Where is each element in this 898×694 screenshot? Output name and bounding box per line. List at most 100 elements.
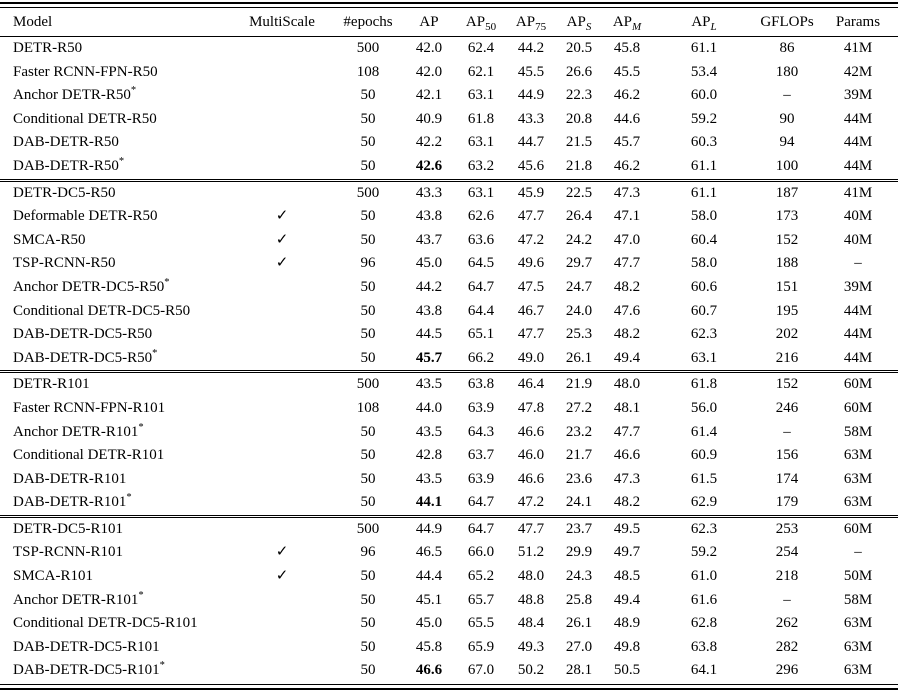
cell-ap75: 48.0 (517, 568, 545, 585)
cell-apm: 47.7 (613, 255, 641, 272)
cell-gflops: 216 (775, 349, 799, 366)
cell-model: DETR-DC5-R50 (0, 178, 230, 206)
cell-epochs: 50 (360, 157, 376, 174)
cell-multiscale (230, 468, 334, 492)
model-name: Anchor DETR-R101 (13, 591, 139, 608)
cell-gflops: 218 (775, 568, 799, 585)
cell-aps: 20.5 (565, 40, 593, 56)
cell-params: 63M (843, 470, 873, 487)
cell-aps: 20.8 (565, 110, 593, 127)
results-table: Model MultiScale #epochs AP AP50 AP75 APS APM AP… (0, 8, 898, 683)
cell-ap75: 43.3 (517, 110, 545, 127)
cell-ap75: 47.7 (506, 514, 556, 542)
table-row: TSP-RCNN-R50 ✓ 96 45.0 64.5 49.6 29.7 47.7 58.0 1… (0, 252, 898, 276)
table-header: Model MultiScale #epochs AP AP50 AP75 APS APM AP… (0, 8, 898, 37)
cell-aps: 21.8 (565, 157, 593, 174)
cell-gflops: 254 (775, 544, 799, 561)
cell-ap50: 62.4 (467, 40, 495, 56)
cell-ap50: 63.2 (467, 157, 495, 174)
table-row: DAB-DETR-DC5-R101 50 45.8 65.9 49.3 27.0 49.8 6… (0, 636, 898, 660)
cell-epochs: 50 (360, 470, 376, 487)
cell-gflops: 100 (775, 157, 799, 174)
cell-apm: 45.8 (613, 40, 641, 56)
cell-ap: 43.3 (402, 178, 456, 206)
column-header-params: Params (818, 8, 898, 37)
cell-ap: 42.0 (415, 63, 443, 80)
cell-params: 44M (843, 349, 873, 366)
cell-epochs: 50 (360, 662, 376, 679)
cell-ap: 44.2 (415, 278, 443, 295)
cell-epochs: 50 (360, 447, 376, 464)
cell-multiscale (230, 108, 334, 132)
table-section: DETR-R101 500 43.5 63.8 46.4 21.9 48.0 61.8 152 6… (0, 370, 898, 517)
model-name: SMCA-R50 (13, 231, 86, 248)
table-row: DETR-DC5-R101 500 44.9 64.7 47.7 23.7 49.5 62.3… (0, 514, 898, 542)
cell-ap75: 47.7 (517, 208, 545, 225)
cell-model: DAB-DETR-DC5-R50* (0, 347, 230, 372)
star-superscript: * (138, 421, 144, 433)
cell-epochs: 50 (360, 423, 376, 440)
star-superscript: * (130, 85, 137, 97)
table-row: DETR-R101 500 43.5 63.8 46.4 21.9 48.0 61.8 152 6… (0, 370, 898, 397)
cell-ap50: 64.4 (467, 302, 495, 319)
cell-params: 40M (843, 208, 873, 225)
cell-ap50: 63.9 (467, 470, 495, 487)
cell-ap50: 65.5 (467, 615, 495, 632)
model-name: Conditional DETR-DC5-R101 (13, 615, 198, 632)
cell-model: Anchor DETR-R101* (0, 421, 230, 445)
cell-ap: 43.8 (415, 208, 443, 225)
cell-ap50: 64.7 (467, 494, 495, 511)
cell-apl: 60.3 (690, 134, 718, 151)
table-top-rule (0, 2, 898, 8)
cell-epochs: 500 (334, 178, 402, 206)
cell-apm: 47.1 (613, 208, 641, 225)
cell-apl: 61.1 (690, 40, 718, 56)
cell-ap75: 47.5 (517, 278, 545, 295)
cell-model: TSP-RCNN-R50 (0, 252, 230, 276)
cell-apm: 46.2 (613, 87, 641, 104)
cell-apl: 61.1 (690, 157, 718, 174)
model-name: Anchor DETR-R101 (13, 423, 139, 440)
cell-params: 63M (843, 662, 873, 679)
cell-gflops: 151 (775, 278, 799, 295)
table-row: Anchor DETR-R101* 50 43.5 64.3 46.6 23.2 47.7 6… (0, 421, 898, 445)
cell-gflops: 90 (779, 110, 795, 127)
cell-ap50: 66.0 (467, 544, 495, 561)
cell-multiscale (230, 276, 334, 300)
table-section: DETR-DC5-R50 500 43.3 63.1 45.9 22.5 47.3 61.1 1… (0, 178, 898, 372)
cell-ap: 44.0 (415, 399, 443, 416)
cell-params: 63M (843, 615, 873, 632)
cell-epochs: 50 (360, 326, 376, 343)
cell-ap: 42.6 (415, 157, 443, 174)
cell-multiscale (230, 370, 334, 397)
cell-gflops: 180 (775, 63, 799, 80)
model-name: DETR-R101 (13, 376, 90, 393)
cell-model: Conditional DETR-DC5-R101 (0, 612, 230, 636)
cell-aps: 29.9 (565, 544, 593, 561)
checkmark-icon: ✓ (275, 568, 289, 585)
cell-model: DAB-DETR-DC5-R101* (0, 659, 230, 683)
cell-params: 44M (843, 302, 873, 319)
cell-apm: 49.5 (602, 514, 652, 542)
model-name: DAB-DETR-DC5-R50 (13, 349, 153, 366)
cell-aps: 24.3 (565, 568, 593, 585)
cell-apl: 53.4 (690, 63, 718, 80)
cell-multiscale (230, 659, 334, 683)
cell-ap50: 63.7 (467, 447, 495, 464)
cell-multiscale (230, 131, 334, 155)
cell-apm: 47.6 (613, 302, 641, 319)
cell-gflops: 173 (775, 208, 799, 225)
column-header-ap50: AP50 (456, 8, 506, 37)
cell-multiscale: ✓ (230, 541, 334, 565)
cell-gflops: 262 (775, 615, 799, 632)
table-row: Conditional DETR-R50 50 40.9 61.8 43.3 20.8 44… (0, 108, 898, 132)
checkmark-icon: ✓ (275, 231, 289, 248)
cell-ap50: 65.9 (467, 638, 495, 655)
cell-model: Faster RCNN-FPN-R101 (0, 397, 230, 421)
model-name: Anchor DETR-R50 (13, 87, 131, 104)
table-row: DETR-DC5-R50 500 43.3 63.1 45.9 22.5 47.3 61.1 1… (0, 178, 898, 206)
checkmark-icon: ✓ (275, 208, 289, 225)
cell-model: SMCA-R101 (0, 565, 230, 589)
cell-aps: 26.1 (565, 615, 593, 632)
cell-epochs: 50 (360, 615, 376, 632)
